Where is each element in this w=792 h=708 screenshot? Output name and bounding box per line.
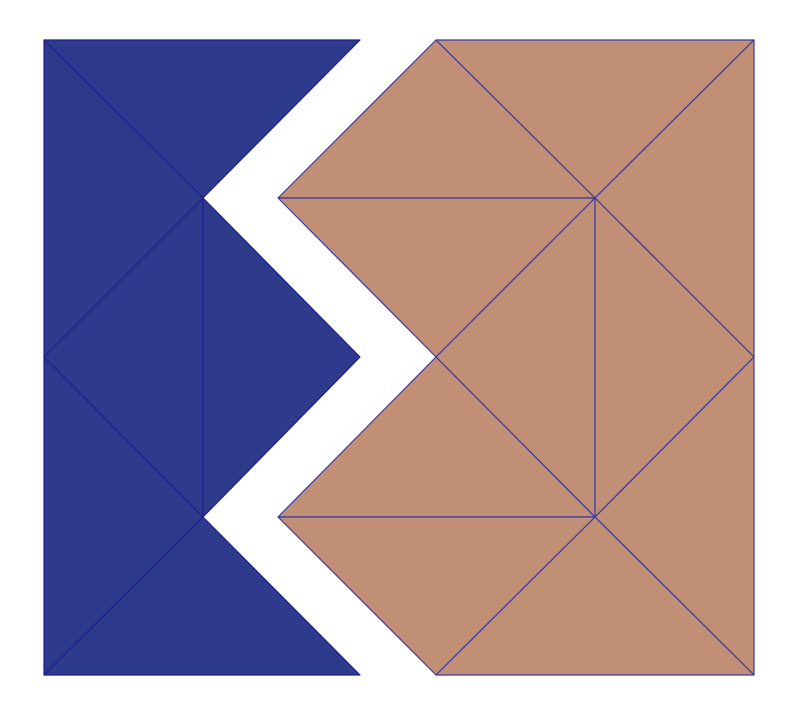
blue-piece-triangle-4 [202,197,361,518]
tan-piece [277,39,755,676]
tan-piece-triangle-10 [435,516,755,676]
blue-piece [43,39,361,676]
blue-piece-triangle-6 [43,516,361,676]
